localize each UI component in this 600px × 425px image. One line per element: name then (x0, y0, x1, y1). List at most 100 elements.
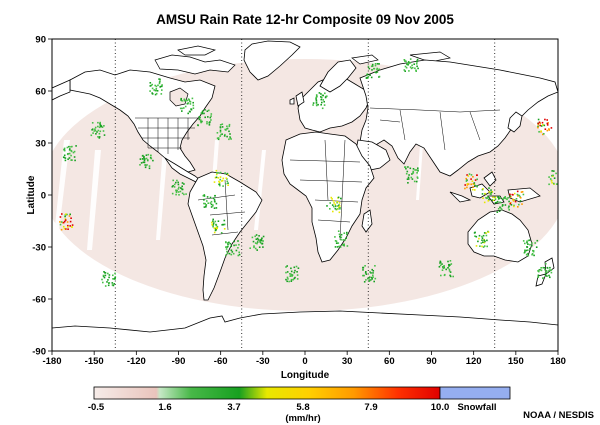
rain-pixel (189, 103, 192, 105)
rain-pixel (527, 239, 530, 242)
rain-pixel (237, 254, 240, 257)
rain-pixel (476, 174, 478, 176)
rain-pixel (546, 122, 549, 125)
rain-pixel (255, 234, 258, 236)
rain-pixel (286, 271, 289, 273)
rain-pixel (368, 67, 371, 70)
rain-pixel (238, 253, 241, 256)
rain-pixel (71, 224, 74, 226)
rain-pixel (491, 199, 493, 201)
rain-pixel (145, 157, 148, 160)
rain-pixel (537, 122, 539, 125)
colorbar-label: 1.6 (158, 402, 171, 413)
rain-pixel (254, 242, 257, 244)
rain-pixel (524, 242, 526, 245)
rain-pixel (485, 232, 487, 234)
rain-pixel (228, 252, 231, 255)
rain-pixel (228, 241, 230, 244)
rain-pixel (160, 93, 163, 95)
rain-pixel (183, 183, 185, 185)
rain-pixel (406, 178, 409, 180)
rain-pixel (445, 268, 447, 271)
rain-pixel (532, 249, 534, 252)
rain-pixel (227, 173, 229, 176)
rain-pixel (201, 110, 204, 112)
rain-pixel (338, 202, 341, 204)
rain-pixel (180, 187, 182, 189)
rain-pixel (467, 183, 470, 185)
rain-pixel (338, 205, 341, 207)
rain-pixel (226, 246, 229, 248)
rain-pixel (159, 80, 161, 82)
rain-pixel (177, 188, 180, 190)
rain-pixel (203, 206, 206, 208)
rain-pixel (553, 177, 556, 179)
rain-pixel (191, 97, 194, 100)
rain-pixel (291, 275, 293, 277)
rain-pixel (99, 124, 102, 126)
rain-pixel (367, 65, 370, 68)
rain-pixel (499, 206, 501, 209)
rain-pixel (333, 202, 335, 204)
rain-pixel (370, 76, 373, 79)
rain-pixel (501, 205, 504, 207)
rain-pixel (212, 220, 214, 222)
rain-pixel (370, 279, 372, 281)
rain-pixel (219, 176, 222, 178)
rain-pixel (405, 60, 407, 63)
rain-pixel (502, 204, 504, 206)
rain-pixel (148, 165, 151, 167)
rain-cluster (202, 194, 218, 209)
rain-pixel (415, 63, 418, 65)
rain-pixel (192, 101, 194, 104)
rain-pixel (159, 78, 161, 81)
rain-cluster (548, 170, 558, 186)
rain-pixel (495, 201, 498, 204)
rain-pixel (150, 154, 152, 157)
rain-pixel (516, 190, 519, 193)
rain-pixel (338, 233, 341, 236)
rain-pixel (261, 237, 263, 239)
rain-pixel (487, 195, 489, 198)
rain-pixel (543, 124, 546, 127)
rain-pixel (338, 211, 341, 214)
rain-pixel (345, 237, 347, 239)
rain-pixel (183, 98, 186, 101)
rain-pixel (62, 156, 65, 158)
rain-pixel (415, 169, 418, 171)
rain-pixel (538, 131, 540, 133)
rain-pixel (405, 167, 407, 170)
rain-cluster (537, 262, 553, 280)
rain-pixel (178, 194, 180, 196)
rain-pixel (539, 268, 542, 271)
rain-pixel (147, 153, 150, 156)
rain-pixel (536, 239, 539, 242)
rain-pixel (512, 199, 515, 201)
rain-pixel (411, 64, 413, 67)
rain-pixel (410, 176, 413, 179)
rain-pixel (320, 103, 322, 106)
rain-pixel (90, 134, 93, 137)
colorbar-snowfall-label: Snowfall (457, 402, 496, 413)
rain-pixel (226, 128, 228, 130)
rain-pixel (415, 70, 417, 72)
rain-pixel (66, 213, 68, 216)
rain-pixel (102, 130, 105, 132)
rain-pixel (143, 155, 145, 158)
rain-pixel (321, 107, 324, 110)
rain-pixel (322, 94, 324, 97)
rain-pixel (181, 100, 183, 102)
rain-pixel (507, 207, 510, 209)
rain-pixel (97, 129, 100, 132)
rain-pixel (201, 120, 203, 123)
rain-pixel (470, 174, 473, 176)
rain-pixel (172, 185, 174, 187)
rain-pixel (260, 239, 263, 242)
rain-pixel (404, 70, 406, 72)
rain-pixel (483, 201, 486, 204)
rain-pixel (549, 276, 551, 279)
rain-pixel (509, 202, 512, 204)
rain-pixel (221, 126, 224, 128)
rain-pixel (470, 178, 472, 180)
